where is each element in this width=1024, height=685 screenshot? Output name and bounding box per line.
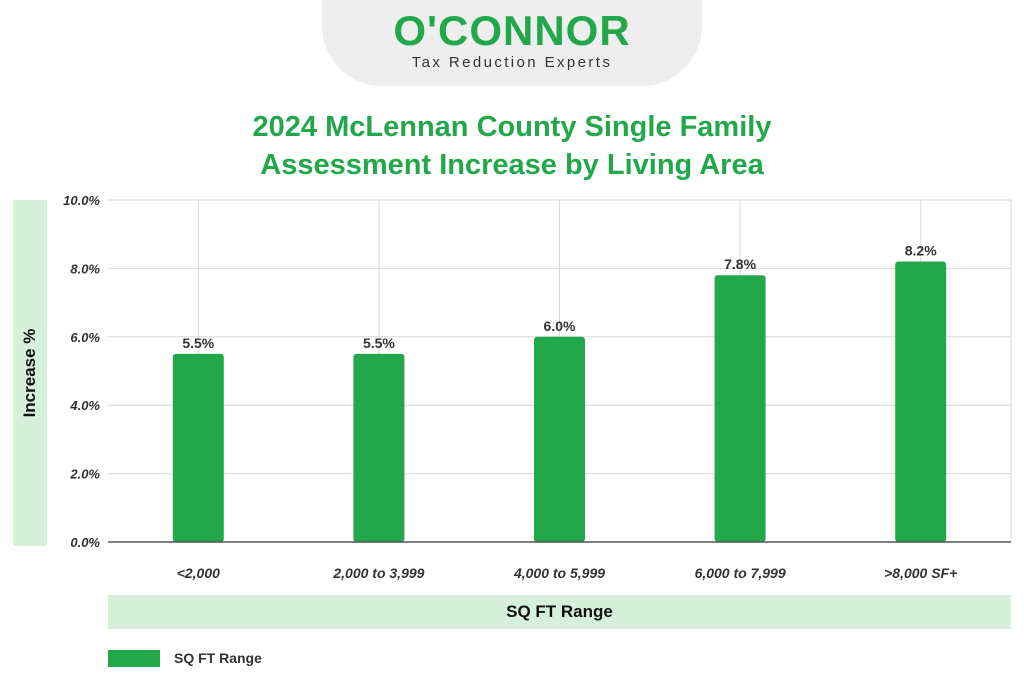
bar-chart: 0.0% 2.0% 4.0% 6.0% 8.0% 10.0% 5.5% 5.5% 6.0% 7.… <box>63 193 1012 581</box>
legend-label: SQ FT Range <box>174 650 262 666</box>
y-tick-label: 8.0% <box>70 261 100 276</box>
bar <box>172 353 224 542</box>
y-tick-label: 0.0% <box>70 535 100 550</box>
logo-banner: O'CONNOR Tax Reduction Experts <box>322 0 702 86</box>
logo-tagline: Tax Reduction Experts <box>411 54 613 71</box>
y-axis-ticks: 0.0% 2.0% 4.0% 6.0% 8.0% 10.0% <box>63 193 100 550</box>
data-label: 7.8% <box>724 256 756 272</box>
chart-title: 2024 McLennan County Single Family Asses… <box>0 108 1024 184</box>
y-tick-label: 4.0% <box>69 398 100 413</box>
x-axis-ticks: <2,000 2,000 to 3,999 4,000 to 5,999 6,000 … <box>177 565 958 581</box>
x-tick-label: 4,000 to 5,999 <box>513 565 605 581</box>
bar <box>895 261 947 542</box>
x-tick-label: 2,000 to 3,999 <box>332 565 424 581</box>
data-label: 6.0% <box>544 318 576 334</box>
data-label: 5.5% <box>363 335 395 351</box>
y-axis-label-band <box>13 200 47 546</box>
y-tick-label: 6.0% <box>70 330 100 345</box>
chart-title-line-2: Assessment Increase by Living Area <box>260 149 764 181</box>
data-labels: 5.5% 5.5% 6.0% 7.8% 8.2% <box>182 243 937 351</box>
bar <box>353 353 405 542</box>
x-tick-label: <2,000 <box>177 565 220 581</box>
x-axis-label-band <box>108 595 1011 629</box>
x-tick-label: 6,000 to 7,999 <box>695 565 786 581</box>
x-axis-label: SQ FT Range <box>506 602 613 621</box>
y-tick-label: 2.0% <box>69 467 100 482</box>
legend: SQ FT Range <box>108 648 262 668</box>
data-label: 8.2% <box>905 243 937 259</box>
logo-wordmark: O'CONNOR <box>393 7 631 54</box>
bar <box>714 275 766 542</box>
bar <box>534 336 585 542</box>
data-label: 5.5% <box>182 335 214 351</box>
chart-title-line-1: 2024 McLennan County Single Family <box>252 111 772 143</box>
x-tick-label: >8,000 SF+ <box>884 565 957 581</box>
bars <box>172 261 947 542</box>
legend-swatch <box>108 649 160 667</box>
y-tick-label: 10.0% <box>63 193 100 208</box>
